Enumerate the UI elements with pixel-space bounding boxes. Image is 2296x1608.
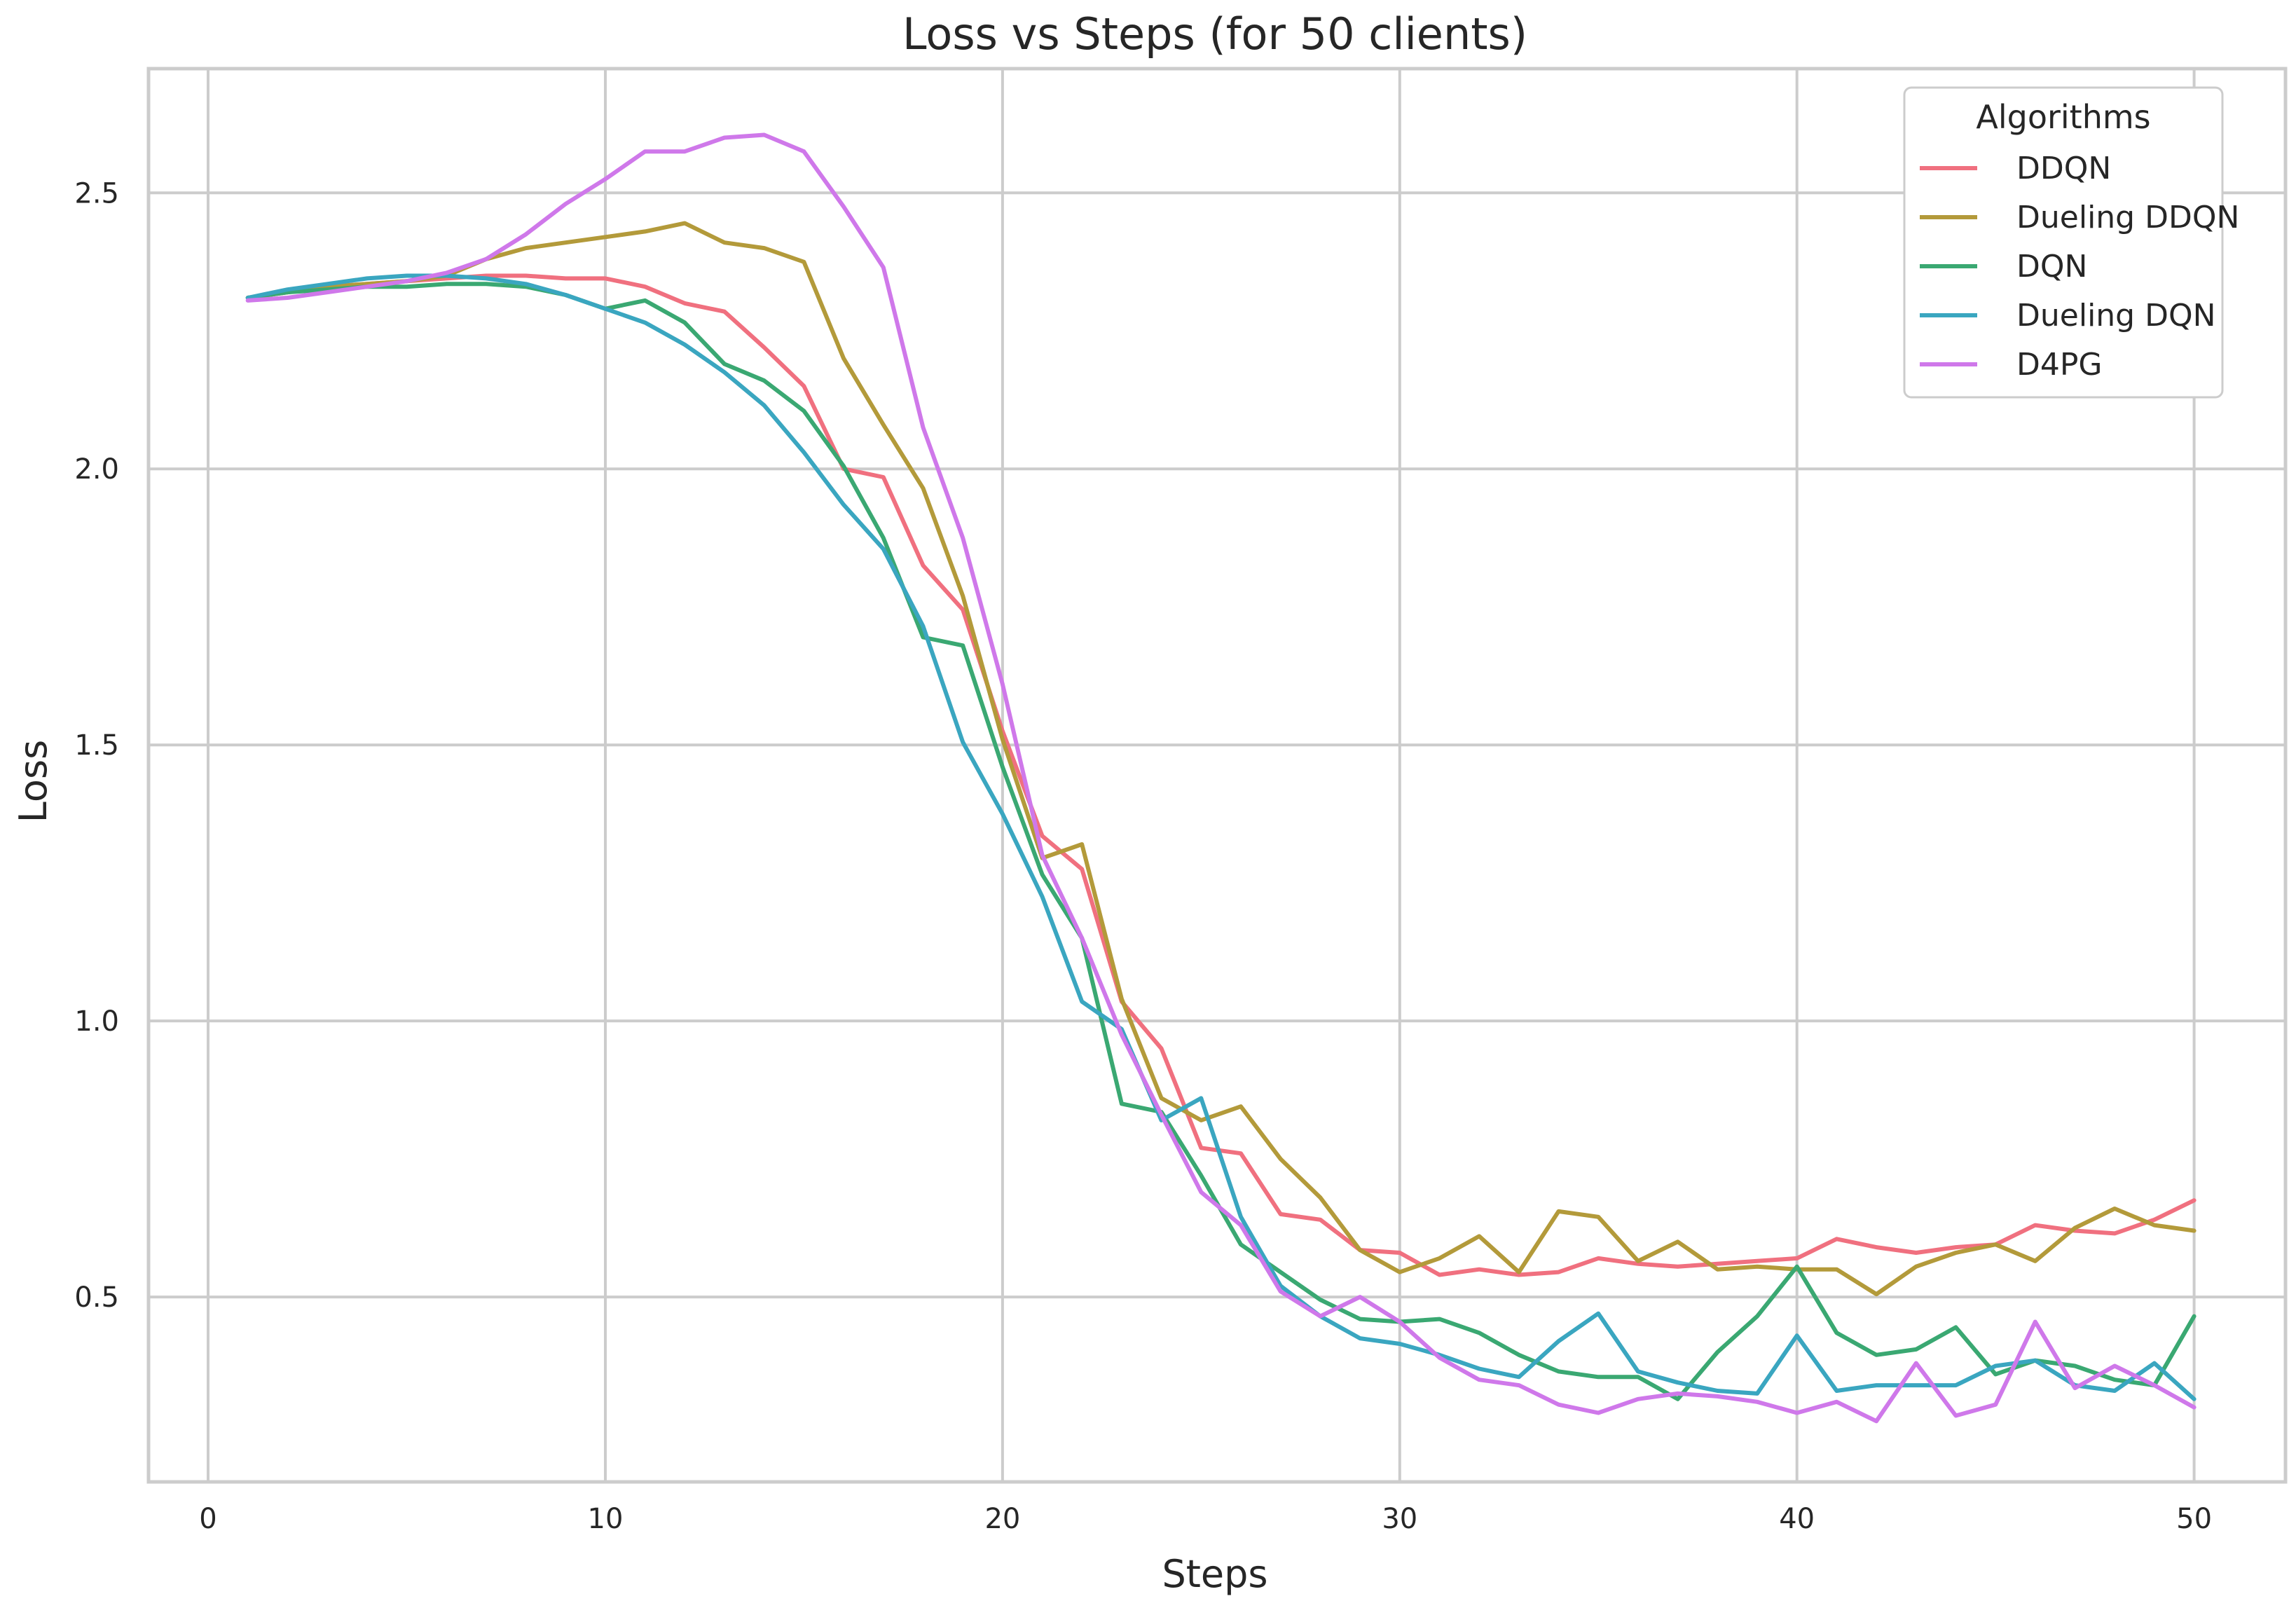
y-tick-label: 1.0 (74, 1005, 119, 1038)
x-tick-label: 0 (199, 1503, 216, 1535)
x-tick-label: 40 (1779, 1503, 1815, 1535)
legend: Algorithms DDQN Dueling DDQN DQN Dueling DQ… (1903, 86, 2239, 399)
legend-label: Dueling DQN (2016, 298, 2216, 334)
legend-items: DDQN Dueling DDQN DQN Dueling DQN D4PG (1920, 151, 2239, 383)
legend-title: Algorithms (1976, 98, 2150, 136)
y-tick-label: 2.0 (74, 453, 119, 486)
plot-area-frame (146, 67, 2288, 1484)
legend-label: DDQN (2016, 151, 2111, 186)
y-tick-label: 0.5 (74, 1281, 119, 1314)
x-tick-label: 20 (984, 1503, 1020, 1535)
x-tick-label: 50 (2176, 1503, 2212, 1535)
x-tick-label: 10 (588, 1503, 624, 1535)
x-tick-label: 30 (1382, 1503, 1417, 1535)
legend-label: DQN (2016, 249, 2087, 284)
series-line-dueling-ddqn (245, 221, 2197, 1297)
legend-label: Dueling DDQN (2016, 200, 2239, 235)
y-tick-label: 2.5 (74, 177, 119, 209)
series-line-ddqn (245, 273, 2197, 1277)
series-line-d4pg (245, 132, 2197, 1424)
legend-box (1903, 86, 2224, 399)
y-axis-label: Loss (11, 740, 55, 823)
chart-title: Loss vs Steps (for 50 clients) (902, 8, 1527, 60)
legend-label: D4PG (2016, 347, 2103, 383)
series-line-dueling-dqn (245, 273, 2197, 1401)
y-tick-label: 1.5 (74, 729, 119, 762)
axis-tick-labels: 0 10 20 30 40 50 0.5 1.0 1.5 2.0 2.5 (74, 177, 2212, 1535)
series-lines (245, 132, 2197, 1424)
x-axis-label: Steps (1162, 1552, 1267, 1596)
